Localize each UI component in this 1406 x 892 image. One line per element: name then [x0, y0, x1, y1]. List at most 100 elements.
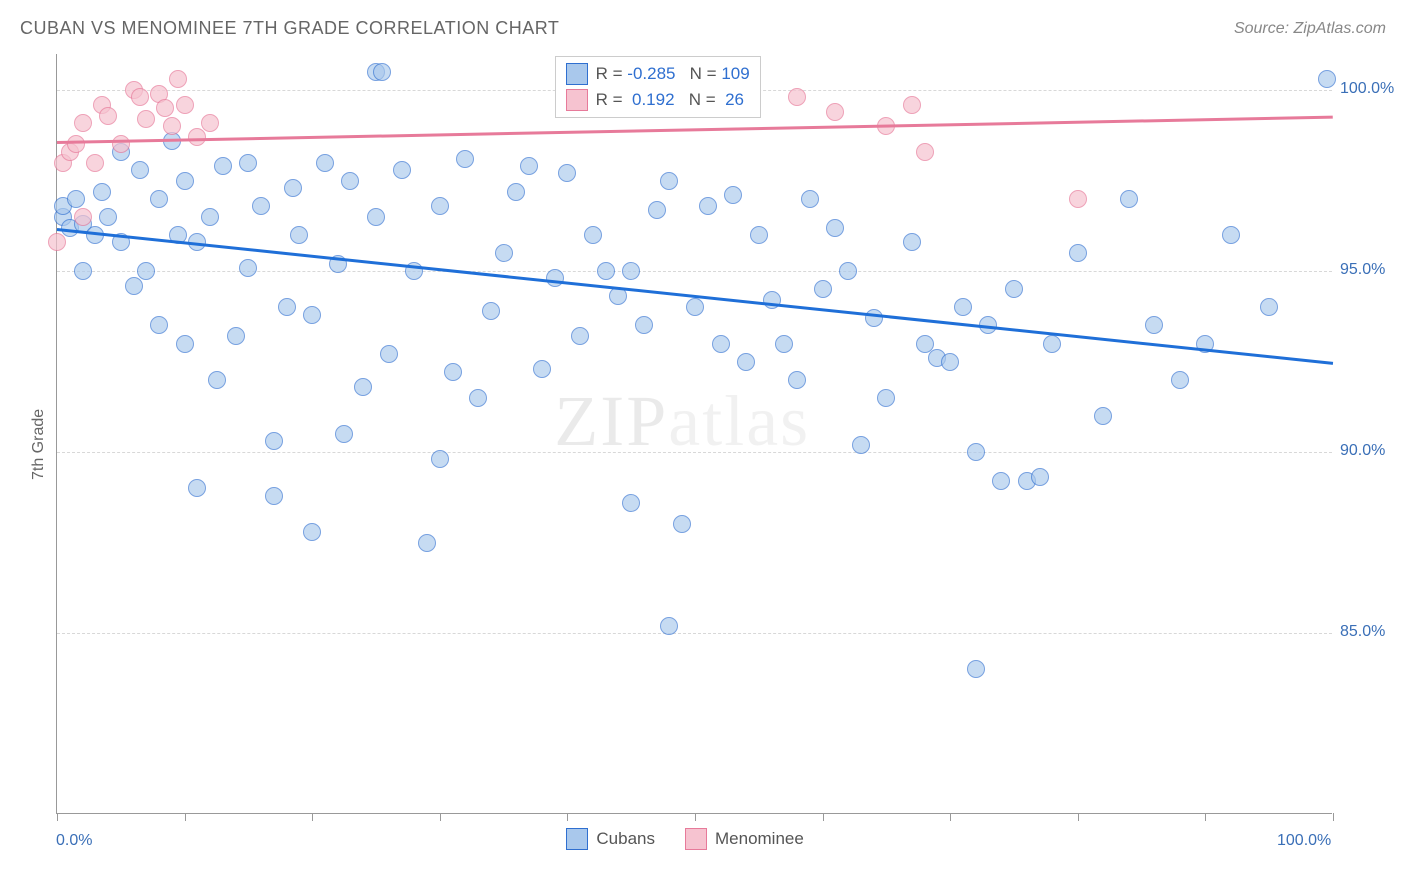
- cubans-point: [214, 157, 232, 175]
- x-tick: [1205, 813, 1206, 821]
- cubans-point: [712, 335, 730, 353]
- legend-item: Cubans: [566, 828, 655, 850]
- cubans-point: [99, 208, 117, 226]
- x-tick: [312, 813, 313, 821]
- menominee-point: [74, 208, 92, 226]
- cubans-point: [495, 244, 513, 262]
- legend-swatch: [685, 828, 707, 850]
- cubans-point: [507, 183, 525, 201]
- menominee-point: [99, 107, 117, 125]
- grid-line: [57, 633, 1332, 634]
- menominee-point: [156, 99, 174, 117]
- legend-swatch: [566, 89, 588, 111]
- cubans-point: [622, 494, 640, 512]
- cubans-point: [1069, 244, 1087, 262]
- cubans-point: [176, 335, 194, 353]
- cubans-point: [341, 172, 359, 190]
- stats-legend-row: R = 0.192 N = 26: [566, 87, 750, 113]
- cubans-point: [431, 197, 449, 215]
- x-tick: [695, 813, 696, 821]
- cubans-point: [648, 201, 666, 219]
- menominee-point: [201, 114, 219, 132]
- cubans-point: [916, 335, 934, 353]
- y-tick-label: 95.0%: [1340, 261, 1385, 279]
- y-axis-label: 7th Grade: [30, 409, 48, 480]
- legend-stat-text: R = 0.192 N = 26: [596, 90, 744, 110]
- cubans-point: [131, 161, 149, 179]
- y-tick-label: 90.0%: [1340, 442, 1385, 460]
- cubans-point: [93, 183, 111, 201]
- cubans-point: [150, 316, 168, 334]
- cubans-point: [1171, 371, 1189, 389]
- cubans-point: [1145, 316, 1163, 334]
- plot-area: ZIPatlas R = -0.285 N = 109R = 0.192 N =…: [56, 54, 1332, 814]
- menominee-point: [176, 96, 194, 114]
- x-tick: [1078, 813, 1079, 821]
- menominee-point: [86, 154, 104, 172]
- cubans-point: [737, 353, 755, 371]
- cubans-point: [67, 190, 85, 208]
- legend-label: Cubans: [596, 829, 655, 849]
- cubans-point: [1120, 190, 1138, 208]
- cubans-point: [699, 197, 717, 215]
- cubans-trend-line: [57, 228, 1333, 364]
- cubans-point: [1031, 468, 1049, 486]
- cubans-point: [456, 150, 474, 168]
- cubans-point: [775, 335, 793, 353]
- x-tick: [185, 813, 186, 821]
- cubans-point: [431, 450, 449, 468]
- chart-container: CUBAN VS MENOMINEE 7TH GRADE CORRELATION…: [0, 0, 1406, 892]
- cubans-point: [584, 226, 602, 244]
- cubans-point: [788, 371, 806, 389]
- cubans-point: [227, 327, 245, 345]
- cubans-point: [992, 472, 1010, 490]
- menominee-trend-line: [57, 116, 1333, 144]
- x-tick-label-right: 100.0%: [1277, 832, 1331, 850]
- cubans-point: [469, 389, 487, 407]
- cubans-point: [239, 154, 257, 172]
- cubans-point: [137, 262, 155, 280]
- menominee-point: [169, 70, 187, 88]
- legend-label: Menominee: [715, 829, 804, 849]
- cubans-point: [801, 190, 819, 208]
- cubans-point: [284, 179, 302, 197]
- grid-line: [57, 452, 1332, 453]
- legend-item: Menominee: [685, 828, 804, 850]
- cubans-point: [1222, 226, 1240, 244]
- menominee-point: [131, 88, 149, 106]
- cubans-point: [290, 226, 308, 244]
- x-tick: [567, 813, 568, 821]
- cubans-point: [622, 262, 640, 280]
- menominee-point: [788, 88, 806, 106]
- cubans-point: [208, 371, 226, 389]
- menominee-point: [163, 117, 181, 135]
- menominee-point: [67, 135, 85, 153]
- menominee-point: [74, 114, 92, 132]
- cubans-point: [1043, 335, 1061, 353]
- cubans-point: [814, 280, 832, 298]
- x-tick-label-left: 0.0%: [56, 832, 92, 850]
- x-tick: [440, 813, 441, 821]
- cubans-point: [188, 479, 206, 497]
- cubans-point: [558, 164, 576, 182]
- cubans-point: [826, 219, 844, 237]
- watermark-atlas: atlas: [668, 381, 810, 461]
- cubans-point: [278, 298, 296, 316]
- chart-title: CUBAN VS MENOMINEE 7TH GRADE CORRELATION…: [20, 18, 559, 39]
- cubans-point: [571, 327, 589, 345]
- legend-stat-text: R = -0.285 N = 109: [596, 64, 750, 84]
- title-row: CUBAN VS MENOMINEE 7TH GRADE CORRELATION…: [20, 18, 1386, 39]
- cubans-point: [201, 208, 219, 226]
- cubans-point: [763, 291, 781, 309]
- cubans-point: [444, 363, 462, 381]
- cubans-point: [546, 269, 564, 287]
- source-label: Source: ZipAtlas.com: [1234, 20, 1386, 38]
- cubans-point: [303, 523, 321, 541]
- cubans-point: [1260, 298, 1278, 316]
- x-tick: [950, 813, 951, 821]
- cubans-point: [176, 172, 194, 190]
- cubans-point: [393, 161, 411, 179]
- menominee-point: [903, 96, 921, 114]
- cubans-point: [367, 208, 385, 226]
- cubans-point: [660, 172, 678, 190]
